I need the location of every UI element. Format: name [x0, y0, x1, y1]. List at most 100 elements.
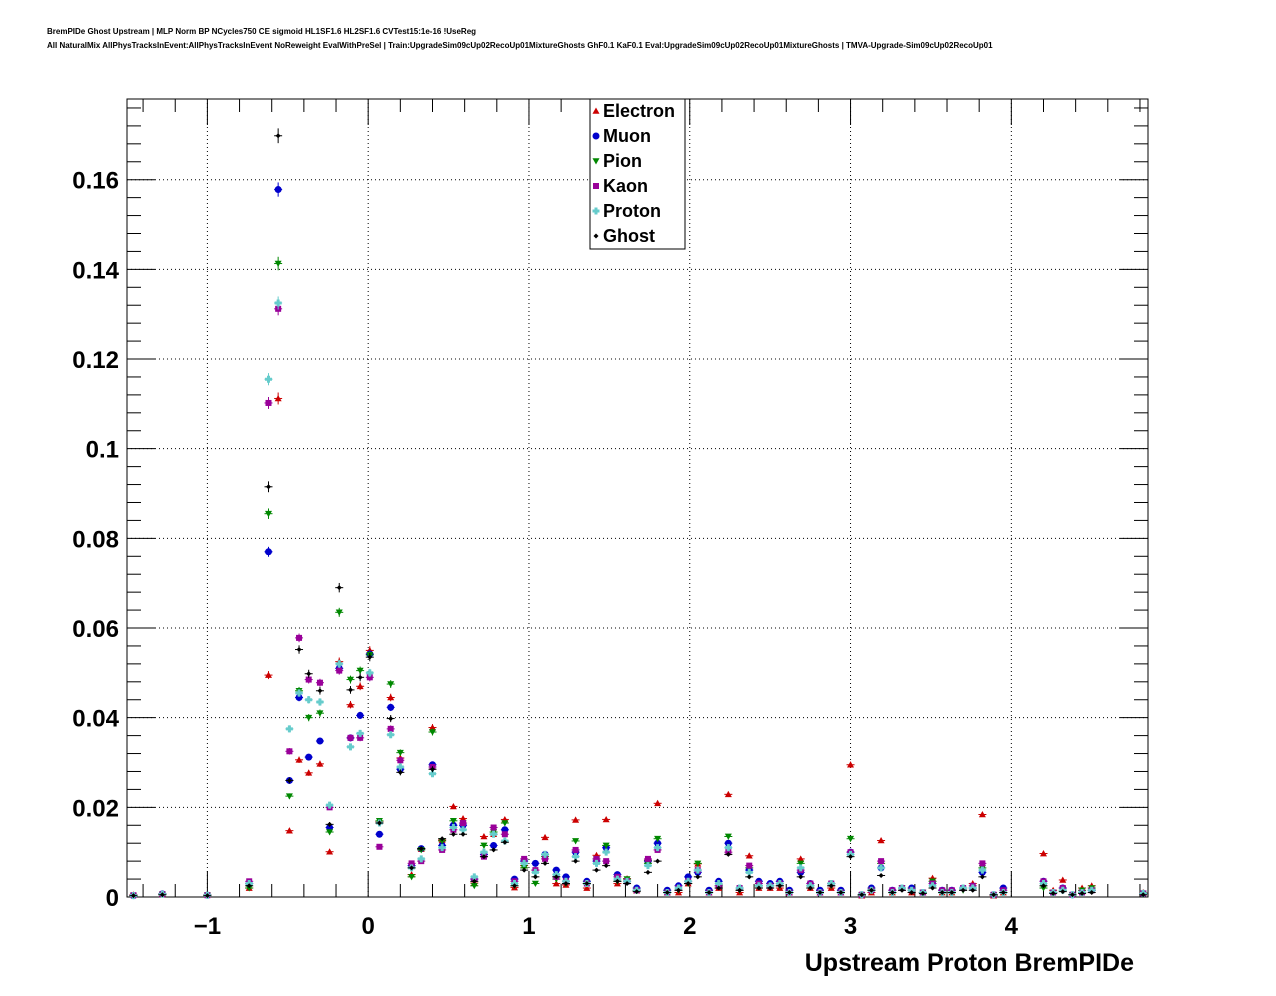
- ghost-point: [817, 890, 823, 896]
- ghost-point: [655, 858, 661, 864]
- y-tick-label: 0.06: [72, 616, 119, 643]
- ghost-point: [991, 892, 997, 898]
- ghost-point: [481, 854, 487, 860]
- pion-point: [305, 714, 313, 722]
- ghost-point: [450, 831, 456, 837]
- electron-point: [847, 761, 855, 768]
- electron-point: [387, 694, 395, 701]
- ghost-point: [868, 887, 874, 893]
- ghost-point: [471, 878, 477, 884]
- pion-point: [847, 835, 855, 843]
- kaon-point: [603, 858, 610, 865]
- ghost-point: [376, 820, 382, 826]
- pion-point: [245, 885, 253, 892]
- electron-point: [583, 884, 591, 891]
- ghost-point: [756, 885, 762, 891]
- kaon-point: [286, 748, 293, 755]
- ghost-point: [949, 890, 955, 896]
- y-tick-label: 0.08: [72, 526, 119, 553]
- pion-point: [316, 710, 324, 717]
- kaon-point: [501, 831, 508, 838]
- x-tick-label: 4: [1005, 913, 1019, 940]
- ghost-point: [664, 890, 670, 896]
- proton-point: [428, 770, 436, 778]
- pion-point: [356, 667, 364, 675]
- proton-point: [490, 830, 498, 838]
- kaon-point: [490, 824, 497, 831]
- y-tick-label: 0.1: [86, 437, 119, 464]
- proton-point: [305, 696, 313, 704]
- y-tick-label: 0.04: [72, 706, 119, 733]
- legend-pion-label: Pion: [603, 151, 642, 171]
- pion-point: [449, 817, 457, 825]
- proton-point: [387, 731, 395, 739]
- y-tick-label: 0.16: [72, 168, 119, 195]
- kaon-point: [376, 843, 383, 850]
- ghost-point: [491, 847, 497, 853]
- proton-point: [449, 824, 457, 832]
- kaon-point: [347, 734, 354, 741]
- ghost-point: [317, 688, 323, 694]
- ghost-point: [725, 851, 731, 857]
- x-tick-label: 2: [683, 913, 696, 940]
- pion-point: [501, 820, 509, 827]
- ghost-point: [939, 890, 945, 896]
- ghost-point: [573, 858, 579, 864]
- ghost-point: [357, 674, 363, 680]
- muon-point: [305, 753, 313, 761]
- electron-point: [459, 815, 467, 822]
- ghost-point: [807, 885, 813, 891]
- ghost-point: [798, 874, 804, 880]
- ghost-point: [130, 893, 136, 899]
- proton-point: [326, 801, 334, 809]
- pion-point: [438, 838, 446, 845]
- legend-kaon-marker: [593, 183, 599, 189]
- pion-point: [335, 609, 343, 616]
- electron-point: [285, 827, 293, 834]
- electron-point: [1059, 876, 1067, 883]
- kaon-point: [366, 674, 373, 681]
- electron-point: [356, 682, 364, 690]
- ghost-point: [275, 133, 281, 139]
- electron-point: [295, 756, 303, 763]
- kaon-point: [644, 855, 651, 862]
- ghost-point: [786, 890, 792, 896]
- electron-point: [797, 855, 805, 862]
- muon-point: [295, 694, 303, 701]
- ghost-point: [521, 867, 527, 873]
- proton-point: [335, 660, 343, 668]
- proton-point: [295, 689, 303, 697]
- electron-point: [1039, 850, 1047, 857]
- pion-point: [602, 842, 610, 849]
- ghost-point: [532, 874, 538, 880]
- proton-point: [480, 848, 488, 856]
- muon-point: [375, 830, 383, 838]
- ghost-point: [286, 777, 292, 783]
- kaon-point: [357, 734, 364, 741]
- y-tick-label: 0.02: [72, 795, 119, 822]
- pion-point: [396, 749, 404, 757]
- legend-muon-label: Muon: [603, 126, 651, 146]
- ghost-point: [553, 874, 559, 880]
- kaon-point: [878, 858, 885, 865]
- proton-point: [264, 375, 272, 383]
- kaon-point: [265, 399, 272, 406]
- ghost-point: [1000, 890, 1006, 896]
- proton-point: [316, 698, 324, 706]
- proton-point: [438, 844, 446, 852]
- electron-point: [978, 811, 986, 818]
- x-tick-label: 3: [844, 913, 857, 940]
- proton-point: [715, 880, 723, 888]
- pion-point: [531, 880, 539, 888]
- ghost-point: [439, 836, 445, 842]
- ghost-point: [204, 893, 210, 899]
- kaon-point: [387, 725, 394, 732]
- proton-point: [541, 850, 549, 858]
- ghost-point: [960, 887, 966, 893]
- ghost-point: [828, 883, 834, 889]
- pion-point: [1039, 885, 1047, 892]
- muon-point: [356, 711, 364, 719]
- x-tick-label: 1: [522, 913, 535, 940]
- ghost-point: [909, 890, 915, 896]
